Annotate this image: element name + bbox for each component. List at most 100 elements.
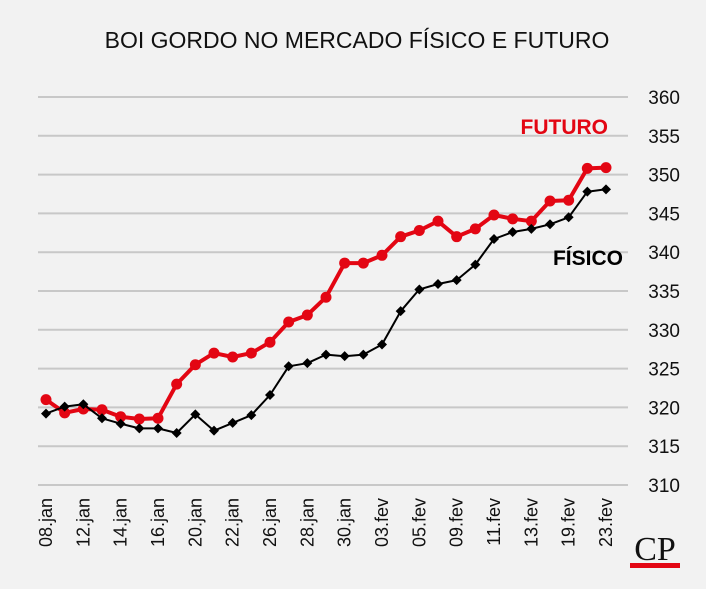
data-point (451, 275, 462, 286)
data-point (115, 411, 127, 423)
x-tick-label: 09.fev (447, 498, 467, 547)
data-point (526, 223, 537, 234)
data-point (246, 410, 257, 421)
x-tick-label: 05.fev (409, 498, 429, 547)
x-tick-label: 30.jan (335, 498, 355, 547)
x-tick-label: 12.jan (73, 498, 93, 547)
data-point (59, 407, 71, 419)
data-point (451, 231, 463, 243)
data-point (190, 409, 201, 420)
data-point (227, 351, 239, 363)
data-point (189, 359, 201, 371)
data-point (545, 219, 555, 230)
data-point (357, 257, 369, 269)
data-point (488, 209, 500, 221)
series-label-fisico: FÍSICO (553, 247, 623, 270)
data-point (414, 284, 425, 295)
series-label-futuro: FUTURO (521, 116, 609, 139)
data-point (563, 212, 574, 223)
data-point (525, 215, 537, 227)
y-tick-label: 325 (648, 360, 680, 381)
data-point (321, 349, 331, 360)
x-tick-label: 23.fev (596, 498, 616, 547)
data-point (413, 224, 425, 236)
data-point (469, 223, 481, 235)
data-point (96, 404, 108, 416)
cp-logo: CP (630, 531, 680, 568)
data-point (582, 186, 593, 197)
x-tick-label: 20.jan (185, 498, 205, 547)
x-tick-label: 14.jan (111, 498, 131, 547)
x-tick-label: 13.fev (521, 498, 541, 547)
data-point (41, 408, 51, 419)
series-group (40, 162, 612, 439)
x-tick-label: 16.jan (148, 498, 168, 547)
y-tick-label: 360 (648, 88, 680, 109)
data-point (507, 227, 518, 238)
logo-text: CP (634, 531, 676, 568)
chart-title: BOI GORDO NO MERCADO FÍSICO E FUTURO (105, 27, 610, 53)
y-tick-label: 340 (648, 243, 680, 264)
data-point (283, 316, 295, 328)
data-point (600, 162, 612, 174)
data-point (134, 423, 145, 434)
data-point (264, 336, 276, 348)
x-axis: 08.jan 12.jan 14.jan 16.jan 20.jan 22.jan 26.j… (36, 498, 616, 547)
data-point (153, 423, 163, 434)
data-point (245, 347, 257, 359)
data-point (265, 389, 275, 400)
y-tick-label: 315 (648, 437, 680, 458)
logo-underline (630, 563, 680, 568)
data-point (339, 351, 350, 362)
data-point (301, 309, 313, 321)
data-point (432, 215, 444, 227)
y-axis: 360 355 350 345 340 335 330 325 320 315 310 (648, 88, 680, 497)
data-point (97, 413, 107, 424)
data-point (283, 361, 294, 372)
data-point (59, 401, 70, 412)
x-tick-label: 03.fev (372, 498, 392, 547)
data-point (209, 425, 219, 436)
data-point (133, 413, 145, 425)
data-point (563, 194, 575, 206)
data-point (601, 184, 611, 195)
data-point (40, 394, 52, 406)
data-point (581, 162, 593, 174)
y-tick-label: 330 (648, 321, 680, 342)
x-tick-label: 11.fev (484, 498, 504, 546)
grid (38, 96, 628, 486)
data-point (115, 418, 126, 429)
data-point (395, 306, 406, 317)
data-point (433, 279, 443, 290)
y-tick-label: 310 (648, 476, 680, 497)
data-point (376, 249, 388, 261)
data-point (470, 259, 481, 270)
data-point (152, 412, 164, 424)
data-point (320, 291, 332, 303)
data-point (171, 428, 182, 439)
x-tick-label: 26.jan (260, 498, 280, 547)
data-point (227, 417, 238, 428)
x-tick-label: 19.fev (559, 498, 579, 547)
data-point (358, 349, 369, 360)
data-point (507, 213, 519, 225)
data-point (302, 358, 313, 369)
y-tick-label: 320 (648, 398, 680, 419)
y-tick-label: 355 (648, 127, 680, 148)
data-point (78, 399, 89, 410)
data-point (544, 195, 556, 207)
data-point (489, 234, 499, 245)
x-tick-label: 28.jan (297, 498, 317, 547)
data-point (339, 257, 351, 269)
data-point (377, 339, 387, 350)
data-point (395, 231, 407, 243)
data-point (208, 347, 220, 359)
y-tick-label: 350 (648, 166, 680, 187)
x-tick-label: 08.jan (36, 498, 56, 547)
y-tick-label: 335 (648, 282, 680, 303)
data-point (171, 378, 183, 390)
x-tick-label: 22.jan (223, 498, 243, 547)
y-tick-label: 345 (648, 204, 680, 225)
series-line-1 (45, 188, 607, 434)
